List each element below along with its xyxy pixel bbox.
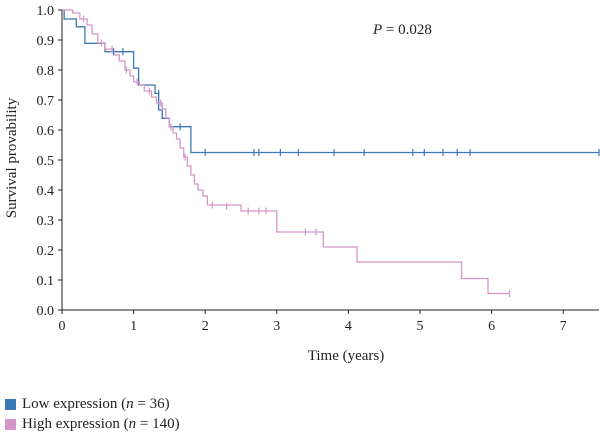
legend-label-low: Low expression (n = 36) (22, 396, 170, 413)
legend-prefix-low: Low expression ( (22, 395, 127, 412)
survival-curve-low (62, 9, 599, 154)
y-tick-label: 0.2 (37, 244, 55, 259)
x-tick-label: 2 (202, 319, 209, 334)
legend-swatch-high (5, 418, 16, 430)
p-value-label: P (372, 22, 382, 38)
y-tick-label: 0.1 (37, 274, 55, 289)
y-tick-label: 0.3 (37, 214, 55, 229)
survival-curve-high (62, 9, 510, 295)
x-tick-label: 7 (560, 319, 567, 334)
legend-n-value-low: = 36) (133, 395, 170, 412)
axes: 0.0 0.1 0.2 0.3 0.4 0.5 0.6 0.7 0.8 0.9 1.0 0 1 2 3 4 5 6… (37, 4, 599, 334)
legend-item-high: High expression (n = 140) (5, 414, 180, 434)
x-tick-label: 6 (488, 319, 495, 334)
y-tick-label: 0.5 (37, 154, 55, 169)
legend-item-low: Low expression (n = 36) (5, 394, 180, 414)
y-axis-title: Survival provability (4, 97, 20, 218)
legend-n-label-high: n (128, 415, 137, 432)
x-axis-title: Time (years) (308, 348, 385, 364)
legend: Low expression (n = 36) High expression … (5, 394, 180, 434)
x-tick-label: 4 (345, 319, 352, 334)
y-tick-label: 0.9 (37, 34, 55, 49)
x-tick-label: 3 (273, 319, 280, 334)
censor-marks (82, 15, 600, 297)
y-tick-label: 0.7 (37, 94, 55, 109)
y-tick-label: 0.4 (37, 184, 55, 199)
x-tick-label: 5 (417, 319, 424, 334)
legend-n-value-high: = 140) (136, 415, 180, 432)
y-tick-label: 0.8 (37, 64, 55, 79)
survival-curves (62, 9, 599, 295)
legend-swatch-low (5, 398, 16, 410)
y-tick-label: 1.0 (37, 4, 55, 19)
y-tick-label: 0.6 (37, 124, 55, 139)
legend-n-label-low: n (126, 395, 134, 412)
legend-label-high: High expression (n = 140) (22, 416, 180, 433)
p-value-annotation: P = 0.028 (372, 22, 432, 38)
y-tick-label: 0.0 (37, 304, 55, 319)
x-tick-label: 1 (130, 319, 137, 334)
p-value-text: = 0.028 (382, 22, 432, 38)
legend-prefix-high: High expression ( (22, 415, 129, 432)
x-tick-label: 0 (59, 319, 66, 334)
